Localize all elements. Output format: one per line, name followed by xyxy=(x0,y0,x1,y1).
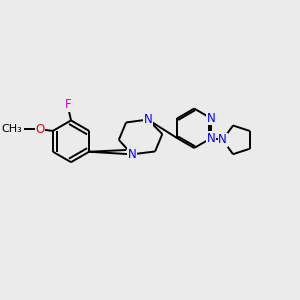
Text: F: F xyxy=(65,98,71,111)
Text: N: N xyxy=(207,112,216,125)
Text: CH₃: CH₃ xyxy=(2,124,22,134)
Text: N: N xyxy=(218,134,227,146)
Text: N: N xyxy=(207,132,216,145)
Text: N: N xyxy=(128,148,136,161)
Text: O: O xyxy=(35,123,44,136)
Text: N: N xyxy=(143,113,152,126)
